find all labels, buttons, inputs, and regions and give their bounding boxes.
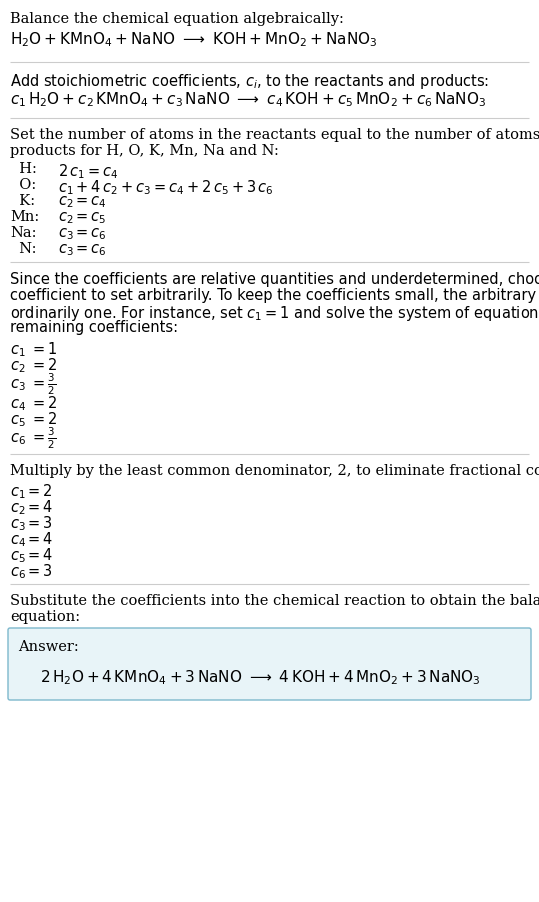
- Text: $c_3 = c_6$: $c_3 = c_6$: [58, 242, 107, 258]
- Text: $c_3 = c_6$: $c_3 = c_6$: [58, 226, 107, 242]
- Text: K:: K:: [10, 194, 35, 208]
- Text: O:: O:: [10, 178, 36, 192]
- Text: N:: N:: [10, 242, 37, 256]
- Text: $c_1$ $= 1$: $c_1$ $= 1$: [10, 340, 58, 359]
- Text: $c_6 = 3$: $c_6 = 3$: [10, 562, 53, 581]
- Text: $c_3 = 3$: $c_3 = 3$: [10, 514, 53, 533]
- Text: $c_1\,\mathrm{H_2O} + c_2\,\mathrm{KMnO_4} + c_3\,\mathrm{NaNO}\ \longrightarrow: $c_1\,\mathrm{H_2O} + c_2\,\mathrm{KMnO_…: [10, 90, 486, 109]
- Text: ordinarily one. For instance, set $c_1 = 1$ and solve the system of equations fo: ordinarily one. For instance, set $c_1 =…: [10, 304, 539, 323]
- Text: $c_2 = c_5$: $c_2 = c_5$: [58, 210, 107, 226]
- Text: $c_6$ $= \frac{3}{2}$: $c_6$ $= \frac{3}{2}$: [10, 426, 56, 451]
- Text: Mn:: Mn:: [10, 210, 39, 224]
- Text: Add stoichiometric coefficients, $c_i$, to the reactants and products:: Add stoichiometric coefficients, $c_i$, …: [10, 72, 489, 91]
- Text: $c_2$ $= 2$: $c_2$ $= 2$: [10, 356, 58, 374]
- Text: $c_3$ $= \frac{3}{2}$: $c_3$ $= \frac{3}{2}$: [10, 372, 56, 398]
- Text: $c_5 = 4$: $c_5 = 4$: [10, 546, 53, 565]
- Text: $\mathrm{H_2O + KMnO_4 + NaNO\ \longrightarrow\ KOH + MnO_2 + NaNO_3}$: $\mathrm{H_2O + KMnO_4 + NaNO\ \longrigh…: [10, 30, 378, 49]
- Text: $c_2 = 4$: $c_2 = 4$: [10, 498, 53, 517]
- Text: remaining coefficients:: remaining coefficients:: [10, 320, 178, 335]
- FancyBboxPatch shape: [8, 628, 531, 700]
- Text: Substitute the coefficients into the chemical reaction to obtain the balanced: Substitute the coefficients into the che…: [10, 594, 539, 608]
- Text: $c_4$ $= 2$: $c_4$ $= 2$: [10, 394, 58, 413]
- Text: Multiply by the least common denominator, 2, to eliminate fractional coefficient: Multiply by the least common denominator…: [10, 464, 539, 478]
- Text: Na:: Na:: [10, 226, 37, 240]
- Text: Balance the chemical equation algebraically:: Balance the chemical equation algebraica…: [10, 12, 344, 26]
- Text: $c_1 = 2$: $c_1 = 2$: [10, 482, 53, 501]
- Text: $2\,\mathrm{H_2O} + 4\,\mathrm{KMnO_4} + 3\,\mathrm{NaNO}\ \longrightarrow\ 4\,\: $2\,\mathrm{H_2O} + 4\,\mathrm{KMnO_4} +…: [40, 668, 481, 686]
- Text: H:: H:: [10, 162, 37, 176]
- Text: $c_5$ $= 2$: $c_5$ $= 2$: [10, 410, 58, 428]
- Text: Set the number of atoms in the reactants equal to the number of atoms in the: Set the number of atoms in the reactants…: [10, 128, 539, 142]
- Text: $c_4 = 4$: $c_4 = 4$: [10, 530, 53, 548]
- Text: Answer:: Answer:: [18, 640, 79, 654]
- Text: $c_1 + 4\,c_2 + c_3 = c_4 + 2\,c_5 + 3\,c_6$: $c_1 + 4\,c_2 + c_3 = c_4 + 2\,c_5 + 3\,…: [58, 178, 274, 197]
- Text: equation:: equation:: [10, 610, 80, 624]
- Text: $2\,c_1 = c_4$: $2\,c_1 = c_4$: [58, 162, 119, 180]
- Text: $c_2 = c_4$: $c_2 = c_4$: [58, 194, 107, 209]
- Text: products for H, O, K, Mn, Na and N:: products for H, O, K, Mn, Na and N:: [10, 144, 279, 158]
- Text: Since the coefficients are relative quantities and underdetermined, choose a: Since the coefficients are relative quan…: [10, 272, 539, 287]
- Text: coefficient to set arbitrarily. To keep the coefficients small, the arbitrary va: coefficient to set arbitrarily. To keep …: [10, 288, 539, 303]
